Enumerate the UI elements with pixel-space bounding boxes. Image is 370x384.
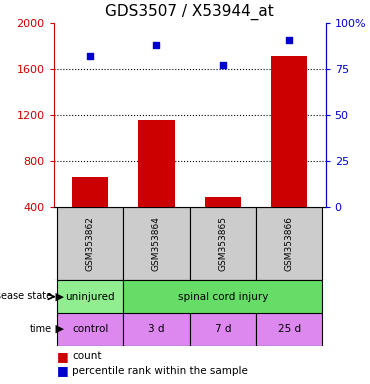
FancyBboxPatch shape	[123, 280, 322, 313]
Text: 3 d: 3 d	[148, 324, 165, 334]
Bar	[205, 197, 241, 207]
Text: GSM353865: GSM353865	[218, 216, 227, 271]
Point	[154, 42, 159, 48]
Text: GSM353862: GSM353862	[85, 217, 95, 271]
Bar	[138, 120, 175, 207]
Point	[286, 36, 292, 43]
FancyBboxPatch shape	[123, 313, 190, 346]
Text: disease state: disease state	[0, 291, 52, 301]
Point	[87, 53, 93, 59]
FancyBboxPatch shape	[57, 280, 123, 313]
Text: 7 d: 7 d	[215, 324, 231, 334]
Bar	[72, 177, 108, 207]
Text: time: time	[30, 324, 52, 334]
FancyBboxPatch shape	[57, 313, 123, 346]
Text: GSM353864: GSM353864	[152, 217, 161, 271]
Text: ▶: ▶	[52, 324, 64, 334]
Text: count: count	[72, 351, 102, 361]
Text: control: control	[72, 324, 108, 334]
FancyBboxPatch shape	[256, 207, 322, 280]
Text: 25 d: 25 d	[278, 324, 301, 334]
Text: uninjured: uninjured	[65, 291, 115, 302]
FancyBboxPatch shape	[190, 207, 256, 280]
Point	[220, 62, 226, 68]
Text: ▶: ▶	[52, 291, 64, 301]
FancyBboxPatch shape	[256, 313, 322, 346]
Bar	[271, 56, 307, 207]
Text: spinal cord injury: spinal cord injury	[178, 291, 268, 302]
FancyBboxPatch shape	[190, 313, 256, 346]
Title: GDS3507 / X53944_at: GDS3507 / X53944_at	[105, 4, 274, 20]
Text: percentile rank within the sample: percentile rank within the sample	[72, 366, 248, 376]
Text: GSM353866: GSM353866	[285, 216, 294, 271]
Text: ■: ■	[57, 364, 69, 377]
FancyBboxPatch shape	[57, 207, 123, 280]
Text: ■: ■	[57, 350, 69, 363]
FancyBboxPatch shape	[123, 207, 190, 280]
